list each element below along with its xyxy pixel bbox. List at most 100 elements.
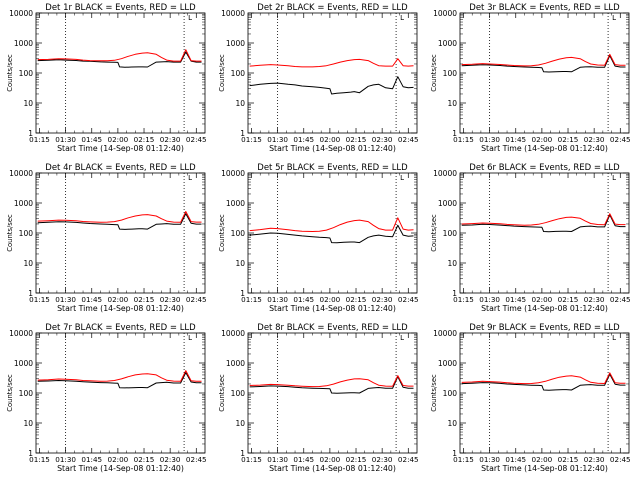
x-tick-label: 02:00 (532, 455, 553, 464)
chart-title: Det 6r BLACK = Events, RED = LLD (469, 163, 620, 173)
y-tick-label: 1 (240, 289, 245, 298)
y-tick-label: 10000 (221, 9, 245, 18)
y-tick-label: 1000 (438, 359, 457, 368)
marker-label: L (400, 334, 404, 342)
series-lld-line (461, 213, 626, 226)
y-tick-label: 1000 (438, 199, 457, 208)
series-lld-line (37, 370, 202, 382)
y-tick-label: 1 (28, 129, 33, 138)
y-tick-label: 10000 (221, 169, 245, 178)
chart-panel: Det 9r BLACK = Events, RED = LLD 1 10 100 10… (430, 323, 631, 473)
y-tick-label: 1 (452, 449, 457, 458)
x-tick-label: 02:45 (398, 135, 419, 144)
y-axis-label: Counts/sec (6, 374, 14, 412)
y-tick-label: 1000 (226, 39, 245, 48)
x-tick-label: 02:15 (346, 295, 367, 304)
chart-title: Det 5r BLACK = Events, RED = LLD (257, 163, 408, 173)
x-tick-label: 02:15 (558, 135, 579, 144)
y-tick-label: 1000 (226, 199, 245, 208)
plot-frame (459, 332, 630, 454)
series-lld-line (249, 58, 414, 68)
x-tick-label: 02:30 (372, 455, 393, 464)
series-lld-line (37, 49, 202, 62)
x-tick-label: 02:45 (610, 295, 631, 304)
x-tick-label: 02:45 (186, 295, 207, 304)
x-tick-label: 01:30 (479, 135, 500, 144)
chart-panel: Det 2r BLACK = Events, RED = LLD 1 10 100 10… (218, 3, 419, 153)
y-tick-label: 1 (240, 449, 245, 458)
y-tick-label: 10 (235, 259, 245, 268)
y-axis-label: Counts/sec (430, 214, 438, 252)
y-tick-label: 1000 (14, 39, 33, 48)
x-axis-label: Start Time (14-Sep-08 01:12:40) (269, 464, 396, 473)
y-tick-label: 10 (447, 99, 457, 108)
x-tick-label: 02:15 (134, 295, 155, 304)
y-tick-label: 10 (235, 99, 245, 108)
x-axis-label: Start Time (14-Sep-08 01:12:40) (57, 304, 184, 313)
x-tick-label: 02:30 (160, 135, 181, 144)
chart-title: Det 3r BLACK = Events, RED = LLD (469, 3, 620, 13)
x-tick-label: 02:00 (532, 135, 553, 144)
chart-panel: Det 7r BLACK = Events, RED = LLD 1 10 100 10… (6, 323, 207, 473)
y-axis-label: Counts/sec (430, 374, 438, 412)
y-tick-label: 1 (452, 289, 457, 298)
y-tick-label: 100 (231, 69, 246, 78)
x-tick-label: 02:30 (584, 295, 605, 304)
x-tick-label: 02:30 (372, 135, 393, 144)
x-tick-label: 02:30 (584, 455, 605, 464)
chart-title: Det 9r BLACK = Events, RED = LLD (469, 323, 620, 333)
x-tick-label: 02:30 (160, 455, 181, 464)
marker-label: L (612, 174, 616, 182)
x-tick-label: 01:30 (479, 295, 500, 304)
marker-label: L (612, 334, 616, 342)
y-tick-label: 10 (447, 259, 457, 268)
x-axis-label: Start Time (14-Sep-08 01:12:40) (481, 464, 608, 473)
y-axis-label: Counts/sec (6, 214, 14, 252)
series-lld-line (461, 372, 626, 385)
x-axis-label: Start Time (14-Sep-08 01:12:40) (481, 304, 608, 313)
y-tick-label: 1000 (14, 199, 33, 208)
y-tick-label: 1 (28, 449, 33, 458)
x-tick-label: 02:00 (532, 295, 553, 304)
x-tick-label: 01:15 (29, 295, 50, 304)
y-tick-label: 10000 (433, 9, 457, 18)
x-tick-label: 01:45 (81, 455, 102, 464)
y-axis-label: Counts/sec (430, 54, 438, 92)
series-events-line (249, 224, 414, 244)
x-tick-label: 01:15 (241, 295, 262, 304)
x-tick-label: 02:00 (320, 295, 341, 304)
chart-panel: Det 4r BLACK = Events, RED = LLD 1 10 100 10… (6, 163, 207, 313)
chart-panel: Det 8r BLACK = Events, RED = LLD 1 10 100 10… (218, 323, 419, 473)
x-tick-label: 02:15 (558, 295, 579, 304)
x-axis-label: Start Time (14-Sep-08 01:12:40) (481, 144, 608, 153)
x-tick-label: 02:15 (134, 455, 155, 464)
y-tick-label: 100 (443, 389, 458, 398)
plot-frame (459, 172, 630, 294)
x-tick-label: 02:45 (186, 455, 207, 464)
series-lld-line (249, 375, 414, 388)
chart-title: Det 8r BLACK = Events, RED = LLD (257, 323, 408, 333)
x-tick-label: 01:45 (505, 455, 526, 464)
series-events-line (37, 51, 202, 68)
y-tick-label: 10 (23, 99, 33, 108)
marker-label: L (188, 14, 192, 22)
x-tick-label: 02:15 (134, 135, 155, 144)
y-axis-label: Counts/sec (218, 214, 226, 252)
y-tick-label: 100 (231, 389, 246, 398)
y-tick-label: 10000 (433, 329, 457, 338)
y-axis-label: Counts/sec (218, 54, 226, 92)
x-tick-label: 01:45 (293, 455, 314, 464)
x-axis-label: Start Time (14-Sep-08 01:12:40) (269, 144, 396, 153)
x-tick-label: 01:45 (293, 135, 314, 144)
x-axis-label: Start Time (14-Sep-08 01:12:40) (57, 144, 184, 153)
y-tick-label: 10000 (221, 329, 245, 338)
chart-panel: Det 3r BLACK = Events, RED = LLD 1 10 100 10… (430, 3, 631, 153)
x-tick-label: 01:45 (81, 135, 102, 144)
y-tick-label: 1000 (438, 39, 457, 48)
plot-frame (35, 332, 206, 454)
y-tick-label: 10000 (433, 169, 457, 178)
x-tick-label: 01:15 (241, 135, 262, 144)
series-events-line (461, 373, 626, 391)
x-tick-label: 02:15 (346, 455, 367, 464)
y-tick-label: 10 (23, 419, 33, 428)
